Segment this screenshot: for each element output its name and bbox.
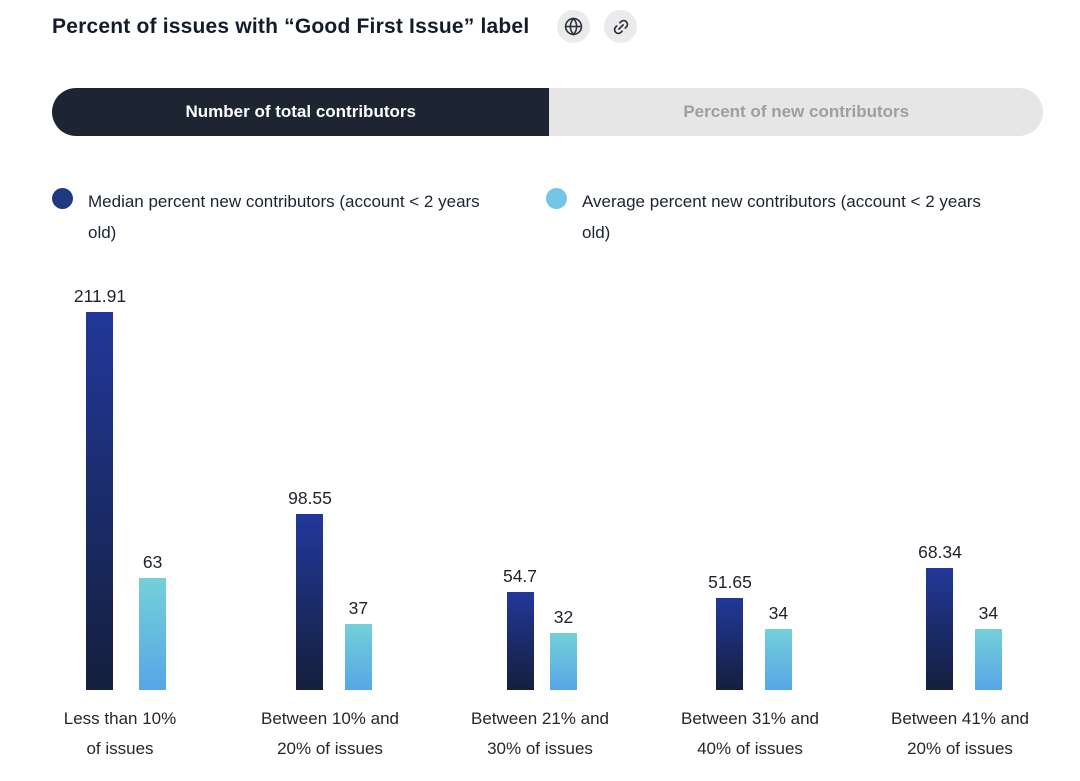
link-icon [613,19,629,34]
bar-value-label: 54.7 [502,566,538,587]
bar-pair: 68.34 34 [918,286,1002,690]
bar-column: 37 [344,598,372,690]
bar-column: 98.55 [288,488,332,690]
bar-value-label: 32 [553,606,574,627]
bar-group: 211.91 63 Less than 10% of issues [15,286,225,764]
average-series-dot [546,188,567,209]
bar-column: 68.34 [918,542,962,690]
bar-column: 211.91 [74,286,126,690]
bar-value-label: 63 [142,551,163,572]
median-bar[interactable] [716,597,744,690]
globe-icon [565,17,583,36]
category-label: Between 21% and 30% of issues [471,709,609,758]
legend-item-median[interactable]: Median percent new contributors (account… [52,186,508,248]
bar-group: 98.55 37 Between 10% and 20% of issues [225,286,435,764]
median-bar[interactable] [926,568,954,690]
bar-value-label: 51.65 [708,571,752,592]
bar-column: 34 [974,603,1002,690]
legend-item-average[interactable]: Average percent new contributors (accoun… [546,186,1002,248]
header-actions [557,10,638,43]
average-bar[interactable] [550,632,578,690]
chart-header: Percent of issues with “Good First Issue… [0,0,1080,43]
view-toggle: Number of total contributors Percent of … [52,88,1043,136]
category-label: Between 10% and 20% of issues [261,709,399,758]
average-bar[interactable] [139,577,167,690]
median-series-dot [52,188,73,209]
bar-value-label: 34 [768,603,789,624]
page-title: Percent of issues with “Good First Issue… [52,14,530,38]
bar-groups: 211.91 63 Less than 10% of issues 98.55 37 Bet… [15,286,1065,764]
bar-group: 54.7 32 Between 21% and 30% of issues [435,286,645,764]
category-label: Between 41% and 20% of issues [891,709,1029,758]
bar-pair: 211.91 63 [74,286,167,690]
bar-group: 68.34 34 Between 41% and 20% of issues [855,286,1065,764]
bar-column: 32 [550,606,578,690]
average-bar[interactable] [344,624,372,690]
bar-value-label: 98.55 [288,488,332,509]
globe-button[interactable] [557,10,591,43]
bar-column: 54.7 [503,566,537,690]
bar-group: 51.65 34 Between 31% and 40% of issues [645,286,855,764]
median-bar[interactable] [86,312,114,690]
category-label: Less than 10% of issues [63,709,177,758]
tab-percent-of-new-contributors[interactable]: Percent of new contributors [549,88,1043,136]
legend-label: Median percent new contributors (account… [88,192,480,242]
bar-chart: 211.91 63 Less than 10% of issues 98.55 37 Bet… [15,286,1065,764]
link-button[interactable] [604,10,638,43]
bar-value-label: 211.91 [73,286,127,306]
bar-pair: 98.55 37 [288,286,372,690]
bar-value-label: 68.34 [918,542,962,563]
average-bar[interactable] [764,629,792,690]
bar-pair: 54.7 32 [503,286,578,690]
chart-legend: Median percent new contributors (account… [52,186,1080,248]
median-bar[interactable] [296,514,324,690]
median-bar[interactable] [506,592,534,690]
bar-pair: 51.65 34 [708,286,792,690]
bar-column: 51.65 [708,572,752,690]
bar-value-label: 34 [978,603,999,624]
legend-label: Average percent new contributors (accoun… [582,192,981,242]
tab-number-of-total-contributors[interactable]: Number of total contributors [52,88,550,136]
bar-column: 63 [139,551,167,690]
average-bar[interactable] [974,629,1002,690]
category-label: Between 31% and 40% of issues [681,709,819,758]
bar-column: 34 [764,603,792,690]
bar-value-label: 37 [348,598,369,618]
